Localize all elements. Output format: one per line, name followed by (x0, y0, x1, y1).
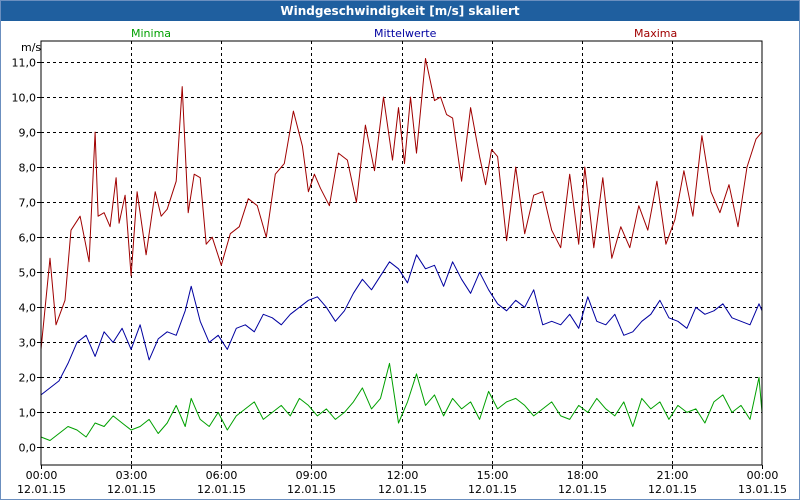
legend-maxima: Maxima (634, 27, 677, 40)
chart-canvas: 0,0 1,0 2,0 3,0 4,0 5,0 6,0 7,0 8,0 9,0 10,0 11,0 00… (12, 27, 787, 496)
series-line-mittelwerte (40, 254, 763, 396)
y-tick-label: 7,0 (19, 197, 37, 210)
x-tick-date: 12.01.15 (558, 483, 607, 496)
x-tick-time: 15:00 (477, 469, 509, 482)
x-tick-time: 18:00 (567, 469, 599, 482)
y-tick-label: 8,0 (19, 162, 37, 175)
x-tick-time: 06:00 (206, 469, 238, 482)
x-tick-date: 12.01.15 (378, 483, 427, 496)
y-tick-label: 6,0 (19, 232, 37, 245)
x-tick-time: 00:00 (26, 469, 58, 482)
legend-minima: Minima (131, 27, 171, 40)
grid-layer (41, 41, 762, 465)
x-tick-date: 12.01.15 (17, 483, 66, 496)
legend-mittelwerte: Mittelwerte (374, 27, 437, 40)
x-tick-time: 00:00 (747, 469, 779, 482)
y-tick-label: 2,0 (19, 372, 37, 385)
x-tick-date: 12.01.15 (648, 483, 697, 496)
y-tick-label: 3,0 (19, 337, 37, 350)
x-tick-date: 12.01.15 (107, 483, 156, 496)
y-axis-label: m/s (21, 41, 41, 54)
chart-title: Windgeschwindigkeit [m/s] skaliert (1, 1, 799, 21)
y-tick-label: 10,0 (12, 92, 37, 105)
series-layer (40, 58, 763, 441)
series-line-minima (40, 362, 763, 441)
y-tick-label: 4,0 (19, 302, 37, 315)
x-tick-time: 21:00 (657, 469, 689, 482)
y-tick-label: 0,0 (19, 442, 37, 455)
x-tick-time: 12:00 (387, 469, 419, 482)
y-tick-label: 11,0 (12, 57, 37, 70)
axis-layer: 0,0 1,0 2,0 3,0 4,0 5,0 6,0 7,0 8,0 9,0 10,0 11,0 00… (12, 40, 787, 496)
x-tick-time: 03:00 (116, 469, 148, 482)
y-tick-label: 5,0 (19, 267, 37, 280)
x-tick-date: 13.01.15 (738, 483, 787, 496)
plot-frame (40, 40, 763, 466)
x-tick-date: 12.01.15 (287, 483, 336, 496)
x-tick-date: 12.01.15 (468, 483, 517, 496)
x-tick-date: 12.01.15 (197, 483, 246, 496)
series-line-maxima (40, 58, 763, 350)
y-tick-label: 1,0 (19, 407, 37, 420)
y-tick-label: 9,0 (19, 127, 37, 140)
x-tick-time: 09:00 (296, 469, 328, 482)
